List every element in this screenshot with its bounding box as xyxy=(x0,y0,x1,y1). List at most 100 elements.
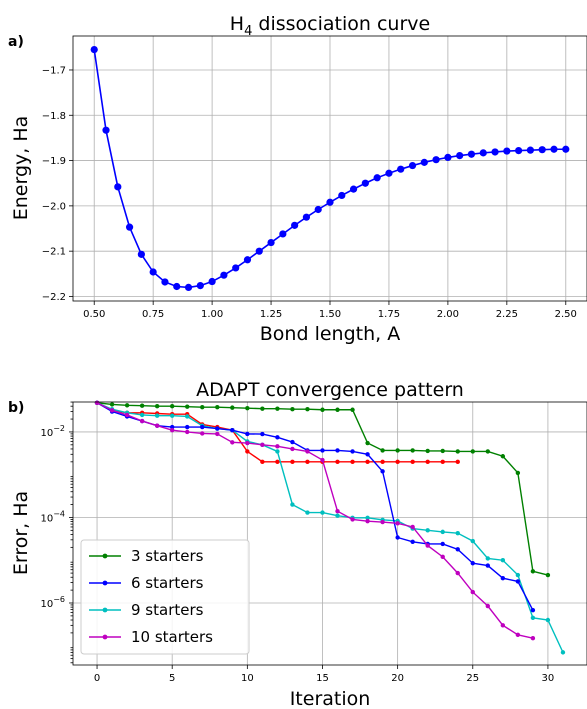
panel-b-data-point xyxy=(335,459,340,465)
panel-b-xtick-label: 20 xyxy=(391,673,404,684)
panel-b-data-point xyxy=(305,407,310,412)
panel-b-data-point xyxy=(350,449,355,454)
panel-b-data-point xyxy=(395,448,400,453)
panel-a-xtick-label: 0.50 xyxy=(83,309,105,320)
panel-b-data-point xyxy=(275,459,280,465)
panel-a-data-point xyxy=(114,183,122,191)
panel-b-data-point xyxy=(200,424,205,430)
panel-a-data-point xyxy=(232,264,240,272)
panel-b-legend: 3 starters 6 starters 9 starters 10 starter… xyxy=(80,539,250,655)
panel-b-data-point xyxy=(320,448,325,453)
panel-a-xtick-label: 1.75 xyxy=(378,309,400,320)
panel-b-data-point xyxy=(515,572,521,578)
panel-b-data-point xyxy=(109,408,115,413)
panel-a-data-point xyxy=(349,185,358,193)
panel-a-xtick-label: 0.75 xyxy=(142,309,164,320)
panel-a-data-point xyxy=(467,150,476,158)
panel-b-data-point xyxy=(290,459,295,465)
panel-b-data-point xyxy=(560,650,566,655)
panel-a-label: a) xyxy=(8,34,24,50)
panel-b-xtick-label: 25 xyxy=(466,673,479,684)
panel-b-series-line xyxy=(96,402,564,653)
panel-b-data-point xyxy=(545,572,551,578)
panel-b-data-point xyxy=(94,400,100,406)
panel-b-data-point xyxy=(139,418,145,424)
panel-b-data-point xyxy=(335,407,340,412)
legend-marker xyxy=(102,580,108,586)
panel-b-ytick-label: 10−4 xyxy=(40,509,65,524)
panel-a-data-point xyxy=(208,277,216,286)
panel-b-title: ADAPT convergence pattern xyxy=(196,379,464,401)
panel-a-data-point xyxy=(291,221,299,229)
panel-a-data-point xyxy=(267,238,275,247)
panel-b-data-point xyxy=(350,459,355,465)
panel-a-data-point xyxy=(373,174,381,182)
panel-b-data-point xyxy=(425,448,430,454)
panel-b-data-point xyxy=(365,518,370,524)
panel-b-data-point xyxy=(290,407,295,412)
panel-a-data-point xyxy=(491,148,499,156)
panel-a-frame xyxy=(72,35,587,302)
panel-b-data-point xyxy=(230,440,235,445)
panel-a-data-point xyxy=(279,230,287,238)
panel-b-data-point xyxy=(410,448,415,453)
panel-b-data-point xyxy=(305,449,310,454)
panel-b-data-point xyxy=(530,636,536,641)
panel-b-data-point xyxy=(275,406,280,411)
panel-a-xtick-label: 2.25 xyxy=(496,309,518,320)
panel-a-data-point xyxy=(562,145,570,153)
panel-b-data-point xyxy=(169,403,175,409)
panel-b-data-point xyxy=(169,413,175,418)
panel-b-data-point xyxy=(485,563,491,568)
panel-b-data-point xyxy=(350,407,355,412)
panel-b-xtick-label: 15 xyxy=(316,673,329,684)
panel-b-data-point xyxy=(395,535,400,540)
panel-b-data-point xyxy=(124,403,130,408)
panel-b-data-point xyxy=(305,510,310,515)
panel-a-data-point xyxy=(503,147,511,155)
panel-a-data-point xyxy=(90,45,98,54)
legend-box xyxy=(80,539,250,655)
panel-a-data-point xyxy=(408,161,417,170)
panel-b-series-line xyxy=(96,402,534,611)
panel-b-data-point xyxy=(515,579,521,584)
panel-b-data-point xyxy=(275,435,280,440)
panel-a-data-point xyxy=(526,146,535,154)
panel-b-data-point xyxy=(410,539,415,544)
panel-b-data-point xyxy=(425,459,430,465)
panel-b: b) ADAPT convergence pattern Iteration E… xyxy=(8,379,587,709)
panel-a-data-point xyxy=(196,281,204,290)
panel-b-data-point xyxy=(365,459,370,465)
panel-b-data-point xyxy=(215,404,220,410)
panel-b-data-point xyxy=(320,457,325,463)
panel-b-data-point xyxy=(230,427,235,433)
panel-a-data-point xyxy=(149,268,157,276)
panel-b-series-line xyxy=(96,402,534,639)
panel-a-series xyxy=(90,45,570,292)
panel-a-ytick-label: −2.2 xyxy=(42,292,66,303)
panel-b-data-point xyxy=(275,444,280,449)
panel-b-data-point xyxy=(260,431,265,437)
panel-a-data-point xyxy=(314,205,322,214)
panel-b-data-point xyxy=(215,431,220,437)
panel-a-data-point xyxy=(137,250,145,258)
panel-b-data-point xyxy=(410,524,415,530)
panel-b-data-point xyxy=(124,412,130,418)
panel-b-data-point xyxy=(485,449,491,454)
panel-a-data-point xyxy=(550,145,558,153)
panel-b-data-point xyxy=(185,429,190,435)
panel-b-data-point xyxy=(305,459,310,465)
panel-b-data-point xyxy=(350,517,355,522)
panel-b-data-point xyxy=(455,530,460,536)
panel-b-data-point xyxy=(455,459,460,465)
panel-a-ytick-label: −1.9 xyxy=(42,156,66,167)
panel-b-data-point xyxy=(425,528,430,533)
panel-a-ticks: 0.50 0.75 1.00 1.25 1.50 1.75 2.00 2.25 2.50 −2.2… xyxy=(42,65,577,320)
panel-b-data-point xyxy=(545,617,551,623)
panel-a-data-point xyxy=(479,149,487,157)
legend-marker xyxy=(102,553,108,559)
legend-label: 10 starters xyxy=(131,628,213,646)
panel-b-data-point xyxy=(440,529,445,535)
panel-a-data-point xyxy=(255,247,263,255)
panel-b-data-point xyxy=(200,404,205,410)
